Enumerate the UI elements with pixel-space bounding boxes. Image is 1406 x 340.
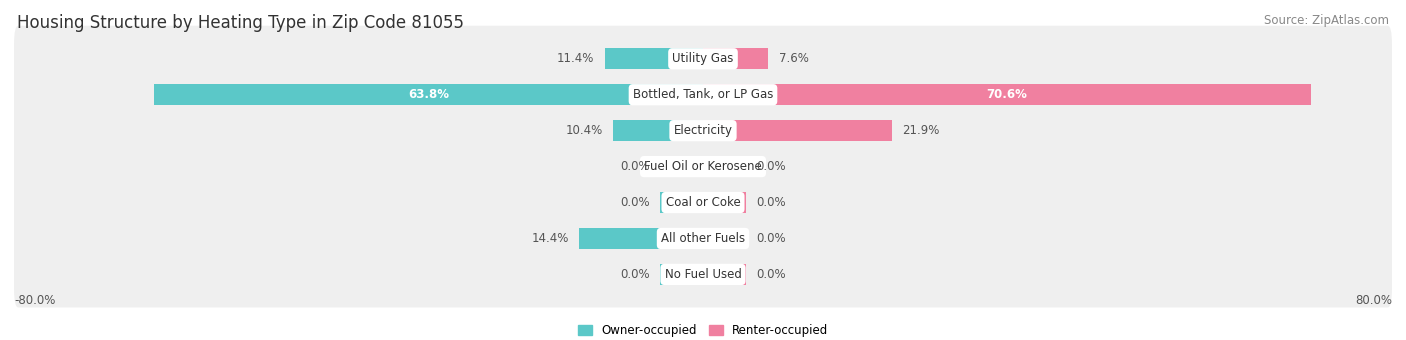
Text: -80.0%: -80.0% — [14, 294, 55, 307]
Bar — [659, 156, 703, 177]
Text: Housing Structure by Heating Type in Zip Code 81055: Housing Structure by Heating Type in Zip… — [17, 14, 464, 32]
Text: 80.0%: 80.0% — [1355, 294, 1392, 307]
FancyBboxPatch shape — [14, 62, 1392, 128]
Bar — [703, 228, 747, 249]
Text: 0.0%: 0.0% — [756, 232, 786, 245]
Text: 0.0%: 0.0% — [620, 268, 650, 281]
Bar — [703, 156, 747, 177]
Text: Electricity: Electricity — [673, 124, 733, 137]
Text: All other Fuels: All other Fuels — [661, 232, 745, 245]
Bar — [703, 48, 769, 69]
Bar — [703, 264, 747, 285]
Text: 0.0%: 0.0% — [756, 160, 786, 173]
Text: 63.8%: 63.8% — [408, 88, 449, 101]
Text: 10.4%: 10.4% — [565, 124, 603, 137]
Bar — [703, 84, 1310, 105]
Text: 21.9%: 21.9% — [901, 124, 939, 137]
Text: 70.6%: 70.6% — [987, 88, 1028, 101]
Text: Bottled, Tank, or LP Gas: Bottled, Tank, or LP Gas — [633, 88, 773, 101]
FancyBboxPatch shape — [14, 98, 1392, 164]
Bar — [659, 264, 703, 285]
FancyBboxPatch shape — [14, 134, 1392, 200]
Text: 14.4%: 14.4% — [531, 232, 568, 245]
Bar — [153, 84, 703, 105]
Text: 0.0%: 0.0% — [756, 268, 786, 281]
Text: No Fuel Used: No Fuel Used — [665, 268, 741, 281]
FancyBboxPatch shape — [14, 26, 1392, 92]
Text: 7.6%: 7.6% — [779, 52, 808, 65]
FancyBboxPatch shape — [14, 205, 1392, 272]
Bar — [613, 120, 703, 141]
Text: 11.4%: 11.4% — [557, 52, 595, 65]
Text: Source: ZipAtlas.com: Source: ZipAtlas.com — [1264, 14, 1389, 27]
Bar — [703, 120, 891, 141]
FancyBboxPatch shape — [14, 169, 1392, 236]
FancyBboxPatch shape — [14, 241, 1392, 307]
Legend: Owner-occupied, Renter-occupied: Owner-occupied, Renter-occupied — [572, 319, 834, 340]
Bar — [659, 192, 703, 213]
Bar — [703, 192, 747, 213]
Text: 0.0%: 0.0% — [620, 196, 650, 209]
Text: Utility Gas: Utility Gas — [672, 52, 734, 65]
Bar — [605, 48, 703, 69]
Text: Fuel Oil or Kerosene: Fuel Oil or Kerosene — [644, 160, 762, 173]
Text: 0.0%: 0.0% — [756, 196, 786, 209]
Bar — [579, 228, 703, 249]
Text: 0.0%: 0.0% — [620, 160, 650, 173]
Text: Coal or Coke: Coal or Coke — [665, 196, 741, 209]
